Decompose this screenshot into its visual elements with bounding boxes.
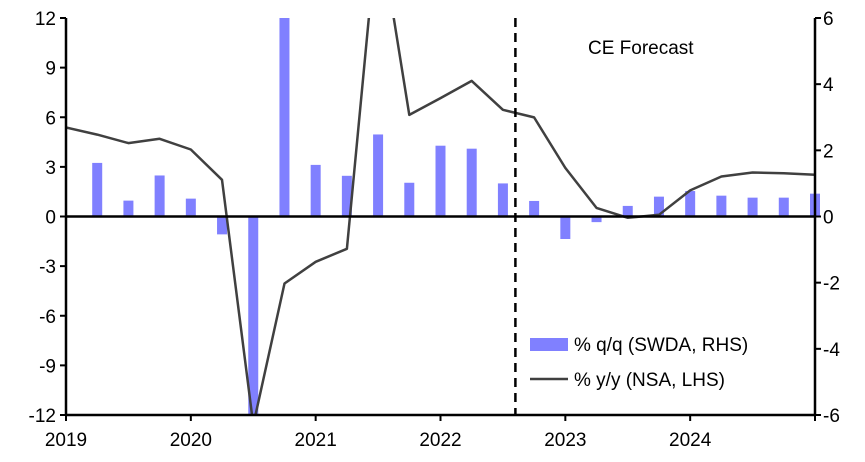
legend-line-label: % y/y (NSA, LHS)	[574, 370, 725, 391]
bar	[92, 162, 103, 217]
bar	[123, 200, 134, 217]
line-yy	[66, 18, 815, 415]
x-tick-label: 2024	[669, 430, 712, 451]
left-tick-label: 3	[45, 158, 56, 179]
bar	[591, 216, 602, 223]
bar	[279, 18, 290, 217]
annotation-ce-forecast: CE Forecast	[588, 38, 694, 59]
left-tick-label: 12	[35, 9, 56, 30]
bar	[217, 216, 228, 235]
bar	[778, 197, 789, 217]
left-tick-label: -3	[39, 257, 56, 278]
bar	[466, 148, 477, 217]
bar	[310, 164, 321, 217]
legend-bar-swatch	[530, 338, 568, 351]
right-tick-label: 4	[823, 75, 834, 96]
axes: 12 9 6 3 0 -3 -6 -9 -12 6 4 2 0 -2 -4 -6 2019 2020 2021 202…	[29, 9, 841, 451]
left-tick-label: 0	[45, 208, 56, 229]
left-tick-label: -9	[39, 356, 56, 377]
x-tick-label: 2020	[170, 430, 212, 451]
bar	[716, 195, 727, 217]
left-tick-label: 9	[45, 59, 56, 80]
x-tick-label: 2021	[295, 430, 337, 451]
right-tick-label: 0	[823, 208, 834, 229]
bar	[747, 197, 758, 217]
legend: % q/q (SWDA, RHS) % y/y (NSA, LHS)	[530, 335, 748, 391]
right-tick-label: -6	[823, 406, 840, 427]
bar	[685, 191, 696, 217]
bar	[653, 196, 664, 217]
left-tick-label: 6	[45, 108, 56, 129]
bar	[185, 198, 196, 217]
bar	[154, 175, 165, 217]
bar	[341, 175, 352, 217]
right-tick-label: 2	[823, 141, 834, 162]
x-tick-label: 2022	[419, 430, 461, 451]
right-tick-label: -4	[823, 340, 840, 361]
left-tick-label: -6	[39, 307, 56, 328]
bar	[404, 182, 415, 217]
legend-bar-label: % q/q (SWDA, RHS)	[574, 335, 748, 356]
right-tick-label: 6	[823, 9, 834, 30]
left-tick-label: -12	[29, 406, 56, 427]
bar-series	[92, 18, 820, 415]
bar	[373, 134, 384, 217]
right-tick-label: -2	[823, 274, 840, 295]
bar	[497, 183, 508, 217]
bar	[529, 200, 540, 217]
bar	[622, 205, 633, 217]
bar	[435, 145, 446, 217]
x-tick-label: 2019	[45, 430, 87, 451]
x-tick-label: 2023	[544, 430, 586, 451]
line-series	[66, 18, 815, 415]
bar	[248, 216, 259, 415]
bar	[560, 216, 571, 239]
